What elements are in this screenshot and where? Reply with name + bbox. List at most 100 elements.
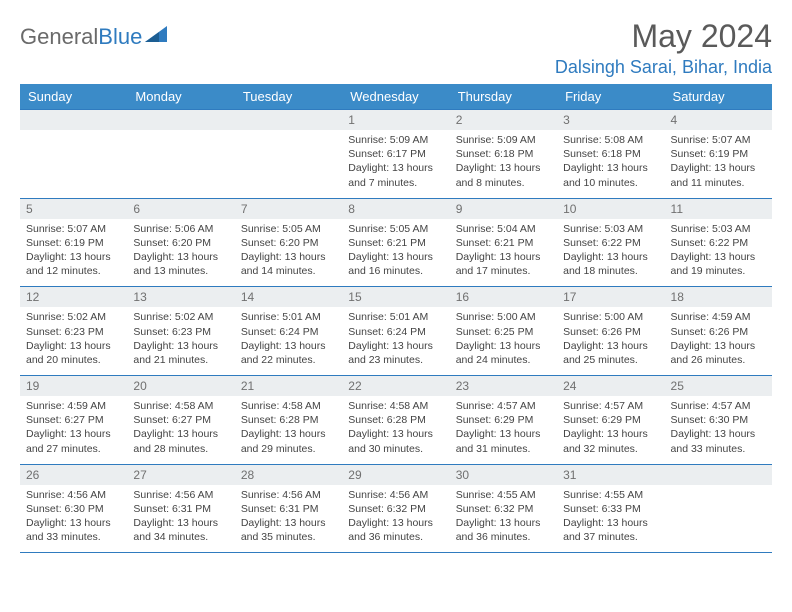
day-cell: 7Sunrise: 5:05 AMSunset: 6:20 PMDaylight…: [235, 198, 342, 287]
dayhead-wed: Wednesday: [342, 84, 449, 110]
brand-triangle-icon: [145, 26, 167, 42]
daylight-text: Daylight: 13 hours and 25 minutes.: [563, 339, 658, 367]
sunset-text: Sunset: 6:22 PM: [563, 236, 658, 250]
day-cell: [20, 110, 127, 199]
sunset-text: Sunset: 6:22 PM: [671, 236, 766, 250]
brand-part1: General: [20, 24, 98, 49]
calendar-table: Sunday Monday Tuesday Wednesday Thursday…: [20, 84, 772, 553]
sunrise-text: Sunrise: 4:56 AM: [348, 488, 443, 502]
day-cell: 24Sunrise: 4:57 AMSunset: 6:29 PMDayligh…: [557, 376, 664, 465]
day-body: Sunrise: 4:57 AMSunset: 6:29 PMDaylight:…: [557, 396, 664, 464]
day-body: Sunrise: 5:06 AMSunset: 6:20 PMDaylight:…: [127, 219, 234, 287]
dayhead-tue: Tuesday: [235, 84, 342, 110]
sunrise-text: Sunrise: 5:02 AM: [133, 310, 228, 324]
day-number: 19: [20, 376, 127, 396]
day-body: Sunrise: 5:07 AMSunset: 6:19 PMDaylight:…: [20, 219, 127, 287]
sunset-text: Sunset: 6:24 PM: [241, 325, 336, 339]
sunset-text: Sunset: 6:18 PM: [456, 147, 551, 161]
day-body: Sunrise: 5:01 AMSunset: 6:24 PMDaylight:…: [342, 307, 449, 375]
day-number: 28: [235, 465, 342, 485]
daylight-text: Daylight: 13 hours and 37 minutes.: [563, 516, 658, 544]
daylight-text: Daylight: 13 hours and 33 minutes.: [671, 427, 766, 455]
header: GeneralBlue May 2024 Dalsingh Sarai, Bih…: [20, 18, 772, 78]
daylight-text: Daylight: 13 hours and 16 minutes.: [348, 250, 443, 278]
location-text: Dalsingh Sarai, Bihar, India: [555, 57, 772, 78]
sunset-text: Sunset: 6:32 PM: [348, 502, 443, 516]
dayhead-sat: Saturday: [665, 84, 772, 110]
day-cell: 17Sunrise: 5:00 AMSunset: 6:26 PMDayligh…: [557, 287, 664, 376]
brand-part2: Blue: [98, 24, 142, 49]
day-number-empty: [665, 465, 772, 485]
daylight-text: Daylight: 13 hours and 17 minutes.: [456, 250, 551, 278]
daylight-text: Daylight: 13 hours and 18 minutes.: [563, 250, 658, 278]
day-cell: 6Sunrise: 5:06 AMSunset: 6:20 PMDaylight…: [127, 198, 234, 287]
day-body: Sunrise: 5:00 AMSunset: 6:26 PMDaylight:…: [557, 307, 664, 375]
brand-logo: GeneralBlue: [20, 24, 167, 50]
day-number: 29: [342, 465, 449, 485]
sunset-text: Sunset: 6:21 PM: [456, 236, 551, 250]
day-cell: 11Sunrise: 5:03 AMSunset: 6:22 PMDayligh…: [665, 198, 772, 287]
day-body: Sunrise: 5:07 AMSunset: 6:19 PMDaylight:…: [665, 130, 772, 198]
sunrise-text: Sunrise: 5:03 AM: [563, 222, 658, 236]
sunrise-text: Sunrise: 4:56 AM: [26, 488, 121, 502]
day-number: 4: [665, 110, 772, 130]
day-number: 21: [235, 376, 342, 396]
sunrise-text: Sunrise: 4:58 AM: [241, 399, 336, 413]
day-body: Sunrise: 4:59 AMSunset: 6:27 PMDaylight:…: [20, 396, 127, 464]
day-cell: 30Sunrise: 4:55 AMSunset: 6:32 PMDayligh…: [450, 464, 557, 553]
day-cell: 23Sunrise: 4:57 AMSunset: 6:29 PMDayligh…: [450, 376, 557, 465]
sunrise-text: Sunrise: 5:06 AM: [133, 222, 228, 236]
day-body: Sunrise: 5:05 AMSunset: 6:21 PMDaylight:…: [342, 219, 449, 287]
sunrise-text: Sunrise: 5:08 AM: [563, 133, 658, 147]
day-body: Sunrise: 5:09 AMSunset: 6:17 PMDaylight:…: [342, 130, 449, 198]
day-body: Sunrise: 5:02 AMSunset: 6:23 PMDaylight:…: [20, 307, 127, 375]
sunset-text: Sunset: 6:18 PM: [563, 147, 658, 161]
daylight-text: Daylight: 13 hours and 28 minutes.: [133, 427, 228, 455]
day-number-empty: [235, 110, 342, 130]
sunrise-text: Sunrise: 4:59 AM: [26, 399, 121, 413]
daylight-text: Daylight: 13 hours and 12 minutes.: [26, 250, 121, 278]
day-cell: 9Sunrise: 5:04 AMSunset: 6:21 PMDaylight…: [450, 198, 557, 287]
day-number: 23: [450, 376, 557, 396]
sunset-text: Sunset: 6:31 PM: [133, 502, 228, 516]
daylight-text: Daylight: 13 hours and 35 minutes.: [241, 516, 336, 544]
sunset-text: Sunset: 6:26 PM: [671, 325, 766, 339]
day-number: 13: [127, 287, 234, 307]
day-number: 18: [665, 287, 772, 307]
sunrise-text: Sunrise: 4:59 AM: [671, 310, 766, 324]
day-body: Sunrise: 5:03 AMSunset: 6:22 PMDaylight:…: [557, 219, 664, 287]
day-body: Sunrise: 4:56 AMSunset: 6:32 PMDaylight:…: [342, 485, 449, 553]
day-body: Sunrise: 4:58 AMSunset: 6:28 PMDaylight:…: [235, 396, 342, 464]
day-body: Sunrise: 4:56 AMSunset: 6:31 PMDaylight:…: [235, 485, 342, 553]
daylight-text: Daylight: 13 hours and 14 minutes.: [241, 250, 336, 278]
day-cell: [127, 110, 234, 199]
daylight-text: Daylight: 13 hours and 23 minutes.: [348, 339, 443, 367]
sunrise-text: Sunrise: 4:56 AM: [133, 488, 228, 502]
daylight-text: Daylight: 13 hours and 36 minutes.: [348, 516, 443, 544]
day-cell: 27Sunrise: 4:56 AMSunset: 6:31 PMDayligh…: [127, 464, 234, 553]
day-body: Sunrise: 4:56 AMSunset: 6:31 PMDaylight:…: [127, 485, 234, 553]
day-cell: 28Sunrise: 4:56 AMSunset: 6:31 PMDayligh…: [235, 464, 342, 553]
sunset-text: Sunset: 6:19 PM: [26, 236, 121, 250]
dayhead-mon: Monday: [127, 84, 234, 110]
day-number: 10: [557, 199, 664, 219]
day-cell: 10Sunrise: 5:03 AMSunset: 6:22 PMDayligh…: [557, 198, 664, 287]
sunset-text: Sunset: 6:17 PM: [348, 147, 443, 161]
sunrise-text: Sunrise: 5:09 AM: [456, 133, 551, 147]
daylight-text: Daylight: 13 hours and 30 minutes.: [348, 427, 443, 455]
day-cell: 26Sunrise: 4:56 AMSunset: 6:30 PMDayligh…: [20, 464, 127, 553]
day-number: 22: [342, 376, 449, 396]
daylight-text: Daylight: 13 hours and 26 minutes.: [671, 339, 766, 367]
sunset-text: Sunset: 6:29 PM: [456, 413, 551, 427]
day-cell: 20Sunrise: 4:58 AMSunset: 6:27 PMDayligh…: [127, 376, 234, 465]
day-number: 6: [127, 199, 234, 219]
daylight-text: Daylight: 13 hours and 36 minutes.: [456, 516, 551, 544]
day-number: 9: [450, 199, 557, 219]
day-cell: 16Sunrise: 5:00 AMSunset: 6:25 PMDayligh…: [450, 287, 557, 376]
day-number: 3: [557, 110, 664, 130]
sunrise-text: Sunrise: 4:58 AM: [133, 399, 228, 413]
sunrise-text: Sunrise: 5:05 AM: [348, 222, 443, 236]
day-number: 5: [20, 199, 127, 219]
day-number-empty: [20, 110, 127, 130]
day-body: Sunrise: 5:02 AMSunset: 6:23 PMDaylight:…: [127, 307, 234, 375]
